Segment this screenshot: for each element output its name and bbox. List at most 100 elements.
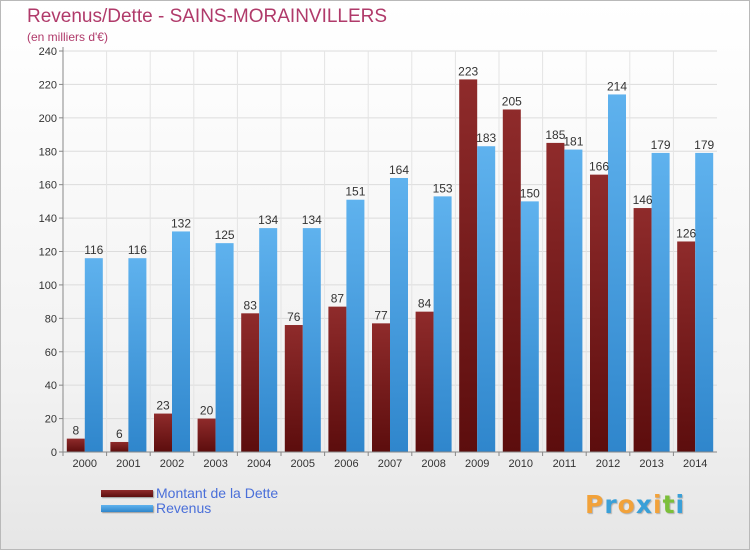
y-tick-label: 160 (39, 180, 57, 192)
bar-dette (284, 325, 303, 452)
logo-letter: t (662, 490, 676, 519)
x-tick-label: 2004 (247, 458, 271, 470)
bar-dette (328, 306, 347, 452)
x-tick-label: 2012 (596, 458, 620, 470)
data-label-dette: 205 (502, 94, 522, 108)
data-label-revenus: 214 (607, 79, 627, 93)
bar-revenus (608, 94, 626, 453)
y-tick-label: 120 (39, 247, 57, 259)
bars (66, 79, 714, 453)
bar-dette (241, 313, 260, 452)
logo-letter: r (604, 490, 618, 519)
bar-dette (677, 241, 696, 452)
bar-dette (66, 438, 85, 452)
bar-revenus (390, 177, 408, 452)
bar-dette (197, 418, 216, 452)
logo-letter: i (675, 490, 686, 519)
data-label-revenus: 153 (433, 181, 453, 195)
data-label-dette: 185 (545, 128, 565, 142)
x-tick-label: 2003 (203, 458, 227, 470)
data-label-dette: 223 (458, 64, 478, 78)
bar-revenus (520, 201, 539, 452)
data-label-dette: 6 (116, 427, 123, 441)
data-label-revenus: 116 (128, 243, 147, 257)
data-label-dette: 23 (156, 399, 170, 413)
data-label-revenus: 150 (520, 186, 540, 200)
data-label-revenus: 183 (476, 131, 496, 145)
data-label-dette: 8 (72, 424, 79, 438)
bar-revenus (346, 199, 365, 452)
y-tick-label: 80 (45, 313, 57, 325)
y-tick-label: 240 (39, 46, 57, 58)
bar-revenus (564, 149, 583, 452)
y-tick-label: 220 (39, 79, 57, 91)
bar-revenus (172, 231, 190, 452)
bar-revenus (215, 243, 234, 452)
data-label-revenus: 132 (171, 216, 191, 230)
bar-dette (154, 413, 172, 452)
x-tick-label: 2011 (553, 458, 577, 470)
y-tick-label: 140 (39, 213, 57, 225)
data-label-dette: 87 (331, 292, 345, 306)
data-label-dette: 83 (244, 298, 258, 312)
bar-revenus (259, 228, 278, 452)
bar-revenus (651, 152, 670, 452)
data-label-dette: 77 (374, 308, 388, 322)
data-label-revenus: 151 (345, 185, 365, 199)
bar-dette (546, 142, 565, 453)
y-tick-label: 200 (39, 113, 57, 125)
data-label-revenus: 116 (84, 243, 103, 257)
legend-swatch-dette (101, 490, 153, 497)
x-tick-label: 2001 (116, 458, 140, 470)
bar-revenus (84, 258, 103, 452)
x-tick-label: 2008 (421, 458, 445, 470)
data-label-revenus: 179 (694, 138, 714, 152)
bar-revenus (695, 152, 714, 452)
x-tick-label: 2007 (378, 458, 402, 470)
data-label-dette: 146 (633, 193, 653, 207)
proxiti-logo: Proxiti (585, 490, 685, 519)
x-tick-label: 2002 (160, 458, 184, 470)
x-tick-label: 2010 (509, 458, 533, 470)
legend-label-revenus: Revenus (156, 500, 212, 516)
y-tick-label: 20 (45, 414, 57, 426)
data-label-revenus: 125 (215, 228, 235, 242)
data-label-revenus: 164 (389, 163, 409, 177)
y-tick-label: 180 (39, 146, 57, 158)
bar-dette (502, 109, 521, 453)
data-labels: 8 116 6 116 23 132 20 125 83 134 76 134 87 151 77 164 84… (72, 64, 714, 441)
bar-revenus (477, 146, 496, 453)
bar-revenus (302, 228, 321, 452)
data-label-dette: 76 (287, 310, 301, 324)
legend-label-dette: Montant de la Dette (156, 485, 279, 501)
logo-letter: x (635, 490, 653, 519)
legend-swatch-revenus (101, 505, 153, 512)
bar-dette (459, 79, 478, 452)
x-tick-label: 2009 (465, 458, 489, 470)
y-tick-label: 60 (45, 347, 57, 359)
x-tick-label: 2005 (291, 458, 315, 470)
logo-letter: P (585, 490, 605, 519)
bar-revenus (128, 258, 147, 452)
y-tick-label: 0 (51, 447, 57, 459)
bar-dette (110, 441, 129, 452)
x-tick-label: 2000 (73, 458, 97, 470)
data-label-revenus: 181 (563, 135, 583, 149)
x-tick-label: 2006 (334, 458, 358, 470)
x-tick-label: 2013 (639, 458, 663, 470)
bar-dette (633, 208, 652, 452)
data-label-dette: 166 (589, 160, 609, 174)
bar-dette (590, 174, 608, 452)
logo-letter: i (653, 490, 663, 519)
data-label-revenus: 179 (651, 138, 671, 152)
logo-letter: o (617, 490, 636, 519)
data-label-dette: 20 (200, 404, 214, 418)
chart-subtitle: (en milliers d'€) (27, 30, 108, 44)
chart-title: Revenus/Dette - SAINS-MORAINVILLERS (27, 6, 388, 27)
bar-dette (372, 323, 390, 452)
bar-revenus (433, 196, 452, 452)
data-label-dette: 84 (418, 297, 432, 311)
